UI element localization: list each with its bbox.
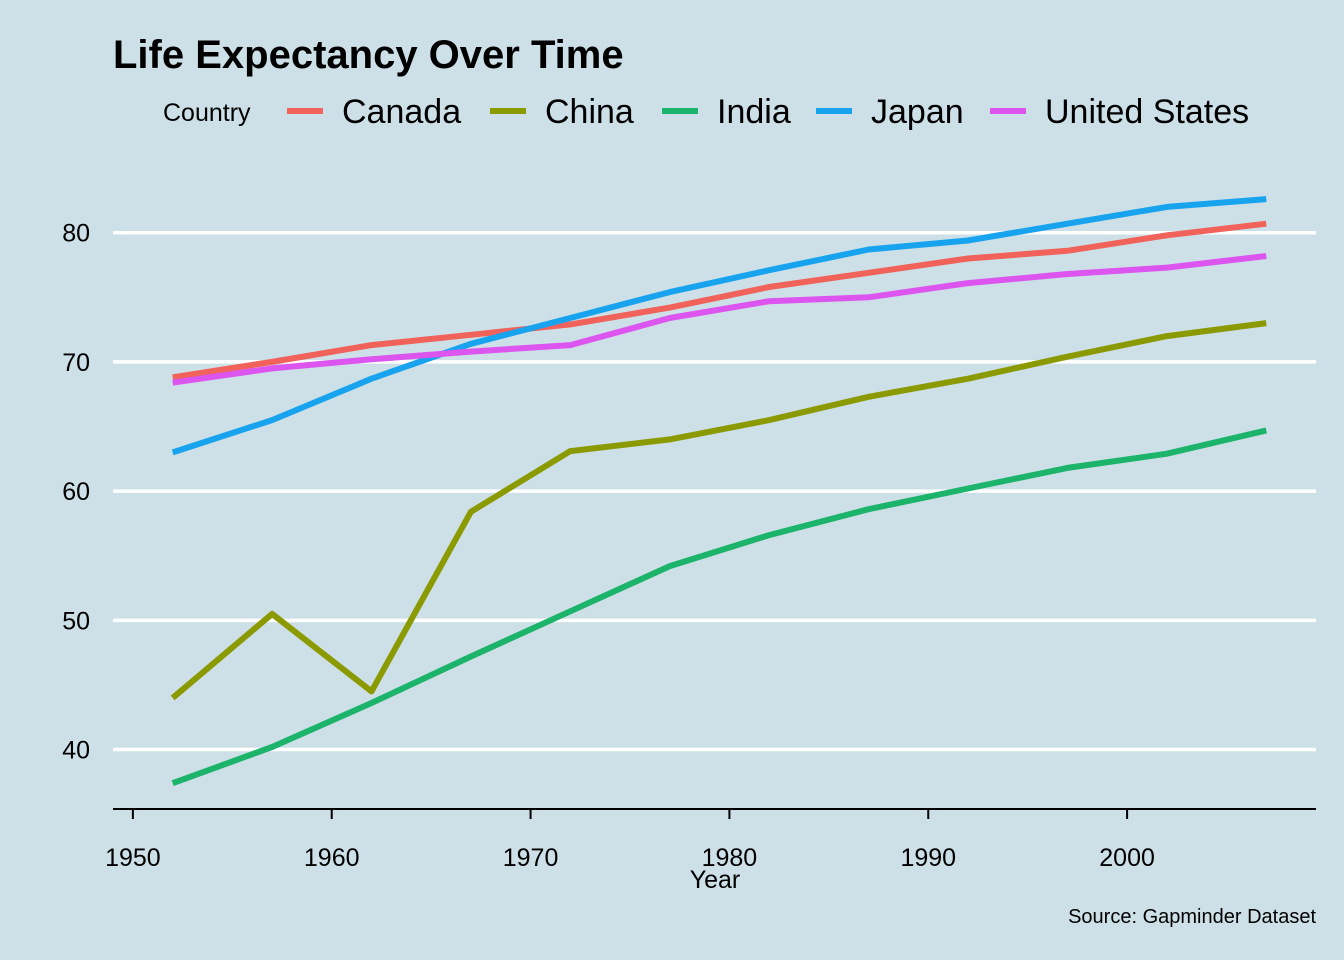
- y-tick-label: 40: [62, 737, 90, 765]
- caption: Source: Gapminder Dataset: [1068, 906, 1316, 928]
- y-tick-label: 60: [62, 478, 90, 506]
- legend-label-united-states: United States: [1045, 93, 1249, 131]
- legend-label-india: India: [717, 93, 791, 131]
- series-line-china: [170, 320, 1267, 701]
- y-axis-ticks: 40 50 60 70 80: [62, 220, 90, 765]
- legend: Canada China India Japan United States: [287, 93, 1249, 131]
- series-line-united-states: [172, 253, 1267, 386]
- x-tick-label: 1970: [503, 844, 559, 872]
- grid-lines: [113, 230, 1316, 752]
- x-tick-label: 1960: [304, 844, 360, 872]
- x-axis-title: Year: [690, 866, 741, 894]
- y-tick-label: 70: [62, 349, 90, 377]
- chart-title: Life Expectancy Over Time: [113, 33, 624, 77]
- series-line-canada: [172, 220, 1267, 381]
- series-line-india: [171, 427, 1267, 787]
- x-axis-ticks: 1950 1960 1970 1980 1990 2000: [105, 809, 1155, 872]
- y-tick-label: 80: [62, 220, 90, 248]
- y-tick-label: 50: [62, 607, 90, 635]
- x-tick-label: 1950: [105, 844, 161, 872]
- legend-label-china: China: [545, 93, 634, 131]
- legend-title: Country: [163, 99, 251, 127]
- x-tick-label: 1990: [900, 844, 956, 872]
- x-tick-label: 2000: [1099, 844, 1155, 872]
- series-line-japan: [171, 196, 1267, 456]
- legend-label-canada: Canada: [342, 93, 461, 131]
- series-lines: [170, 196, 1267, 787]
- legend-label-japan: Japan: [871, 93, 964, 131]
- x-tick-label: 1980: [702, 844, 758, 872]
